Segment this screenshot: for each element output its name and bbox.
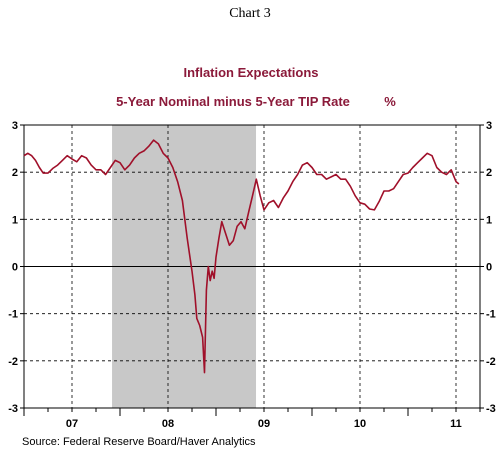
chart-subtitle: 5-Year Nominal minus 5-Year TIP Rate <box>116 94 350 109</box>
y-tick-label-left: 0 <box>12 262 18 274</box>
chart-label: Chart 3 <box>229 6 271 21</box>
plot-area: 3 32 21 10 0-1 -1-2 -2-3 -307 08 09 10 11 <box>8 120 496 430</box>
y-tick-label-right: 3 <box>486 120 492 132</box>
series-line <box>23 139 460 374</box>
source-note: Source: Federal Reserve Board/Haver Anal… <box>22 436 256 448</box>
y-tick-label-right: -1 <box>486 309 496 321</box>
y-tick-label-right: -3 <box>486 403 496 415</box>
y-tick-label-right: 0 <box>486 262 492 274</box>
y-tick-label-right: 2 <box>486 167 492 179</box>
y-tick-label-right: 1 <box>486 214 492 226</box>
y-tick-label-left: 2 <box>12 167 18 179</box>
x-tick-label: 08 <box>162 418 174 430</box>
y-tick-label-right: -2 <box>486 356 496 368</box>
y-tick-label-left: -3 <box>8 403 18 415</box>
y-tick-label-left: -1 <box>8 309 18 321</box>
y-tick-label-left: 3 <box>12 120 18 132</box>
y-tick-label-left: 1 <box>12 214 18 226</box>
x-tick-label: 07 <box>66 418 78 430</box>
x-tick-label: 09 <box>258 418 270 430</box>
chart-title: Inflation Expectations <box>183 65 318 80</box>
chart-unit: % <box>384 94 396 109</box>
x-tick-label: 11 <box>450 418 462 430</box>
x-tick-label: 10 <box>354 418 366 430</box>
y-tick-label-left: -2 <box>8 356 18 368</box>
